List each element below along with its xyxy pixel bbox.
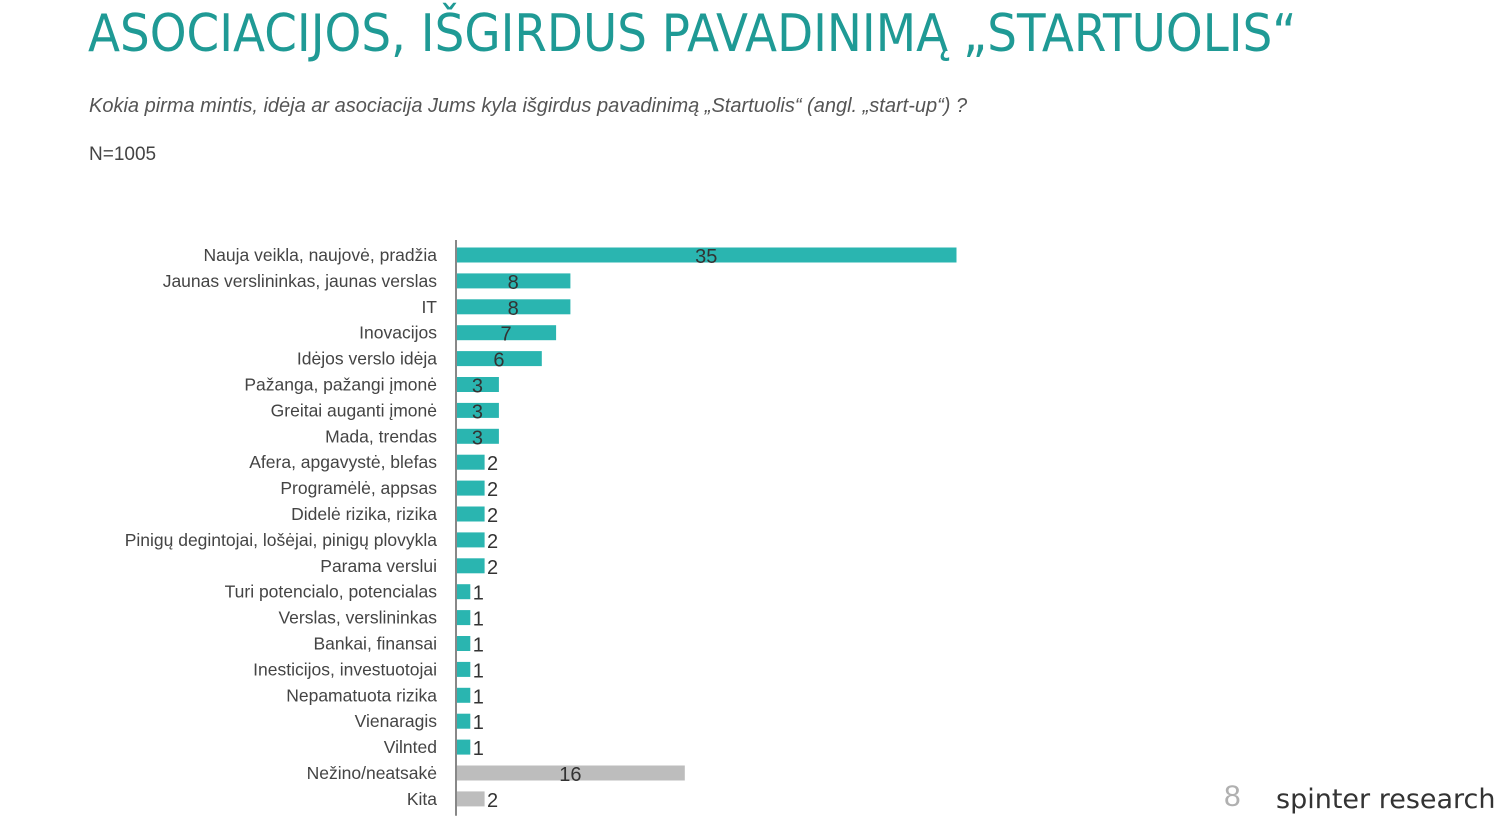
page-title: ASOCIACIJOS, IŠGIRDUS PAVADINIMĄ „STARTU… — [88, 4, 1297, 64]
value-label: 1 — [473, 609, 484, 631]
category-label: Vienaragis — [355, 711, 438, 731]
category-label: Vilnted — [384, 737, 437, 757]
value-label: 2 — [487, 790, 498, 812]
bar-chart: Nauja veikla, naujovė, pradžia 35 Jaunas v… — [125, 240, 957, 816]
bar — [456, 661, 471, 677]
bar — [456, 299, 571, 315]
bar — [456, 791, 485, 807]
category-label: Programėlė, appsas — [280, 478, 437, 498]
bar — [456, 247, 957, 263]
category-label: Kita — [407, 789, 437, 809]
bar — [456, 428, 499, 444]
value-label: 1 — [473, 686, 484, 708]
value-label: 2 — [487, 479, 498, 501]
value-label: 1 — [473, 635, 484, 657]
brand-logo: spinter research — [1276, 784, 1496, 815]
bar — [456, 584, 471, 600]
category-label: Pažanga, pažangi įmonė — [244, 375, 437, 395]
bar — [456, 325, 557, 341]
value-label: 2 — [487, 505, 498, 527]
category-label: Turi potencialo, potencialas — [225, 582, 438, 602]
bar — [456, 739, 471, 755]
value-label: 1 — [473, 738, 484, 760]
bar — [456, 377, 499, 392]
category-label: Nežino/neatsakė — [307, 763, 437, 783]
value-label: 2 — [487, 453, 498, 475]
value-label: 8 — [508, 298, 519, 320]
bar — [456, 687, 471, 703]
bar — [456, 636, 471, 651]
category-label: Greitai auganti įmonė — [271, 400, 437, 420]
category-label: Nauja veikla, naujovė, pradžia — [204, 245, 438, 265]
category-label: Pinigų degintojai, lošėjai, pinigų plovy… — [125, 530, 438, 550]
category-label: Inovacijos — [359, 323, 437, 343]
bar — [456, 532, 485, 548]
category-label: Verslas, verslininkas — [278, 608, 437, 628]
bar — [456, 351, 542, 367]
category-label: Afera, apgavystė, blefas — [249, 452, 437, 472]
category-label: Idėjos verslo idėja — [297, 349, 437, 369]
category-label: Didelė rizika, rizika — [291, 504, 437, 524]
category-label: Bankai, finansai — [313, 634, 437, 654]
category-label: Jaunas verslininkas, jaunas verslas — [163, 271, 438, 291]
survey-question: Kokia pirma mintis, idėja ar asociacija … — [89, 95, 968, 117]
bar — [456, 765, 685, 781]
value-label: 2 — [487, 557, 498, 579]
value-label: 1 — [473, 712, 484, 734]
sample-size: N=1005 — [89, 144, 157, 165]
value-label: 1 — [473, 583, 484, 605]
value-label: 3 — [472, 376, 483, 398]
category-label: IT — [421, 297, 437, 317]
bar — [456, 558, 485, 574]
category-label: Parama verslui — [320, 556, 437, 576]
bar — [456, 713, 471, 729]
category-label: Mada, trendas — [325, 426, 437, 446]
bar — [456, 273, 571, 289]
value-label: 16 — [559, 764, 581, 786]
value-label: 2 — [487, 531, 498, 553]
bar — [456, 480, 485, 496]
bar — [456, 610, 471, 626]
bar — [456, 402, 499, 418]
page-number: 8 — [1224, 780, 1241, 813]
category-label: Inesticijos, investuotojai — [253, 659, 437, 679]
bar — [456, 506, 485, 522]
bar — [456, 454, 485, 470]
value-label: 7 — [500, 324, 511, 346]
value-label: 3 — [472, 401, 483, 423]
value-label: 3 — [472, 427, 483, 449]
value-label: 1 — [473, 660, 484, 682]
value-label: 6 — [493, 350, 504, 372]
value-label: 35 — [695, 246, 717, 268]
value-label: 8 — [508, 272, 519, 294]
category-label: Nepamatuota rizika — [286, 685, 437, 705]
